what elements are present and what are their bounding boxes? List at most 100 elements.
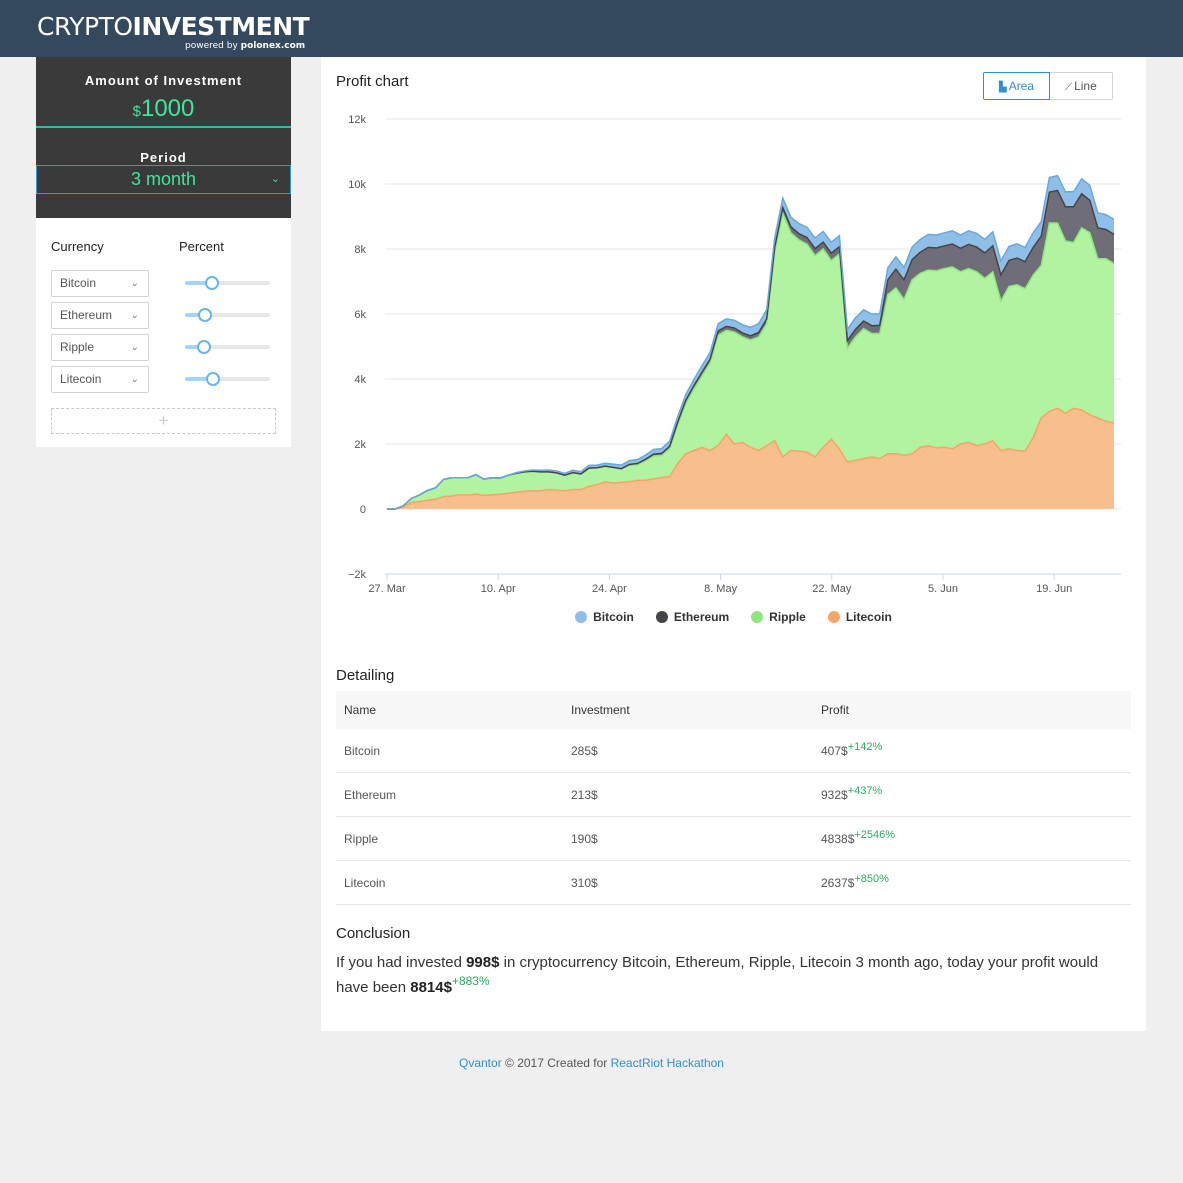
chevron-down-icon: ⌄ <box>130 278 139 289</box>
profit-percent: +142% <box>847 741 883 753</box>
x-tick-label: 24. Apr <box>592 583 627 595</box>
legend-label: Litecoin <box>845 610 892 624</box>
currency-select[interactable]: Litecoin ⌄ <box>51 366 149 393</box>
profit-value: 407$ <box>821 744 848 758</box>
y-tick-label: −2k <box>348 569 367 581</box>
slider-thumb[interactable] <box>198 308 212 322</box>
profit-value: 2637$ <box>821 876 855 890</box>
investment-label: Amount of Investment <box>84 73 243 88</box>
slider-track <box>185 345 270 349</box>
conclusion-profit: 8814$ <box>410 979 452 996</box>
x-tick-label: 19. Jun <box>1036 583 1072 595</box>
detailing-table: Name Investment Profit Bitcoin 285$ 407$… <box>336 691 1131 905</box>
line-label: Line <box>1074 79 1097 93</box>
legend-item-ripple[interactable]: Ripple <box>751 610 806 624</box>
chart-legend: Bitcoin Ethereum Ripple Litecoin <box>321 610 1146 624</box>
detailing-title: Detailing <box>336 667 395 684</box>
row-name: Litecoin <box>344 876 386 890</box>
add-currency-button[interactable]: + <box>51 408 276 434</box>
slider-track <box>185 377 270 381</box>
legend-item-ethereum[interactable]: Ethereum <box>655 610 730 624</box>
footer: Qvantor © 2017 Created for ReactRiot Hac… <box>0 1056 1183 1070</box>
table-row: Litecoin 310$ 2637$+850% <box>336 861 1131 905</box>
area-label: Area <box>1008 79 1035 93</box>
table-row: Ethereum 213$ 932$+437% <box>336 773 1131 817</box>
table-row: Ripple 190$ 4838$+2546% <box>336 817 1131 861</box>
profit-percent: +2546% <box>854 829 896 841</box>
chevron-down-icon: ⌄ <box>130 374 139 385</box>
legend-label: Ripple <box>769 610 806 624</box>
legend-dot <box>751 611 764 623</box>
row-investment: 285$ <box>571 744 598 758</box>
header-investment: Investment <box>571 703 630 717</box>
header-name: Name <box>344 703 377 717</box>
chevron-down-icon: ⌄ <box>270 173 280 185</box>
header-profit: Profit <box>821 703 850 717</box>
y-tick-label: 2k <box>354 439 366 451</box>
main-panel: Profit chart ▙ Area ⟋ Line −2k 0 2k 4k 6k 8k 10k… <box>321 57 1146 1031</box>
slider-thumb[interactable] <box>197 340 211 354</box>
row-name: Bitcoin <box>344 744 381 758</box>
row-profit: 407$+142% <box>821 729 882 774</box>
percent-slider[interactable] <box>185 308 270 322</box>
y-tick-label: 0 <box>360 504 366 516</box>
profit-percent: +437% <box>847 785 883 797</box>
chart-type-toggle: ▙ Area ⟋ Line <box>983 72 1113 100</box>
app-logo[interactable]: CRYPTOINVESTMENT powered by polonex.com <box>37 12 310 51</box>
row-name: Ripple <box>344 832 379 846</box>
profit-chart-title: Profit chart <box>336 73 409 90</box>
x-tick-label: 8. May <box>704 583 738 595</box>
percent-slider[interactable] <box>185 276 270 290</box>
area-chart-icon: ▙ <box>999 82 1007 93</box>
investment-amount-input[interactable]: $1000 <box>36 95 291 123</box>
legend-dot <box>655 611 668 623</box>
period-label: Period <box>140 150 187 165</box>
period-select[interactable]: 3 month ⌄ <box>36 165 291 194</box>
hackathon-link[interactable]: ReactRiot Hackathon <box>610 1056 724 1070</box>
conclusion-title: Conclusion <box>336 925 411 942</box>
chevron-down-icon: ⌄ <box>130 342 139 353</box>
conclusion-percent: +883% <box>451 974 490 988</box>
row-profit: 2637$+850% <box>821 861 889 906</box>
area-chart-button[interactable]: ▙ Area <box>983 72 1051 100</box>
slider-fill <box>185 281 212 285</box>
currency-select[interactable]: Bitcoin ⌄ <box>51 270 149 297</box>
currency-select-value: Litecoin <box>60 372 102 386</box>
x-tick-label: 27. Mar <box>368 583 406 595</box>
legend-label: Bitcoin <box>593 610 634 624</box>
y-tick-label: 12k <box>348 114 366 126</box>
author-link[interactable]: Qvantor <box>459 1056 502 1070</box>
currency-select-value: Bitcoin <box>60 276 97 290</box>
percent-slider[interactable] <box>185 372 270 386</box>
slider-thumb[interactable] <box>206 372 220 386</box>
percent-slider[interactable] <box>185 340 270 354</box>
slider-thumb[interactable] <box>205 276 219 290</box>
y-tick-label: 8k <box>354 244 366 256</box>
currency-symbol: $ <box>132 103 141 120</box>
legend-item-bitcoin[interactable]: Bitcoin <box>575 610 634 624</box>
profit-chart[interactable]: −2k 0 2k 4k 6k 8k 10k 12k 27. Mar 10. Apr 24. Apr 8… <box>321 57 1146 602</box>
footer-text: © 2017 Created for <box>501 1056 611 1070</box>
table-body: Bitcoin 285$ 407$+142% Ethereum 213$ 932… <box>336 729 1131 905</box>
x-tick-label: 5. Jun <box>928 583 958 595</box>
currency-select[interactable]: Ripple ⌄ <box>51 334 149 361</box>
legend-label: Ethereum <box>673 610 730 624</box>
line-chart-button[interactable]: ⟋ Line <box>1050 72 1113 100</box>
row-investment: 213$ <box>571 788 598 802</box>
slider-fill <box>185 345 204 349</box>
y-tick-label: 4k <box>354 374 366 386</box>
settings-sidebar: Amount of Investment $1000 Period 3 mont… <box>36 57 291 447</box>
legend-item-litecoin[interactable]: Litecoin <box>827 610 892 624</box>
period-value: 3 month <box>130 169 197 189</box>
line-chart-icon: ⟋ <box>1065 82 1073 93</box>
currency-select-value: Ripple <box>60 340 95 354</box>
row-investment: 190$ <box>571 832 598 846</box>
area-ripple <box>387 213 1114 510</box>
logo-text-bold: INVESTMENT <box>132 12 310 41</box>
currency-select[interactable]: Ethereum ⌄ <box>51 302 149 329</box>
x-tick-label: 22. May <box>812 583 852 595</box>
slider-track <box>185 281 270 285</box>
conclusion-part-2: in cryptocurrency Bitcoin, Ethereum, Rip… <box>336 954 1099 996</box>
area-litecoin <box>387 408 1114 509</box>
conclusion-invested: 998$ <box>466 954 500 971</box>
